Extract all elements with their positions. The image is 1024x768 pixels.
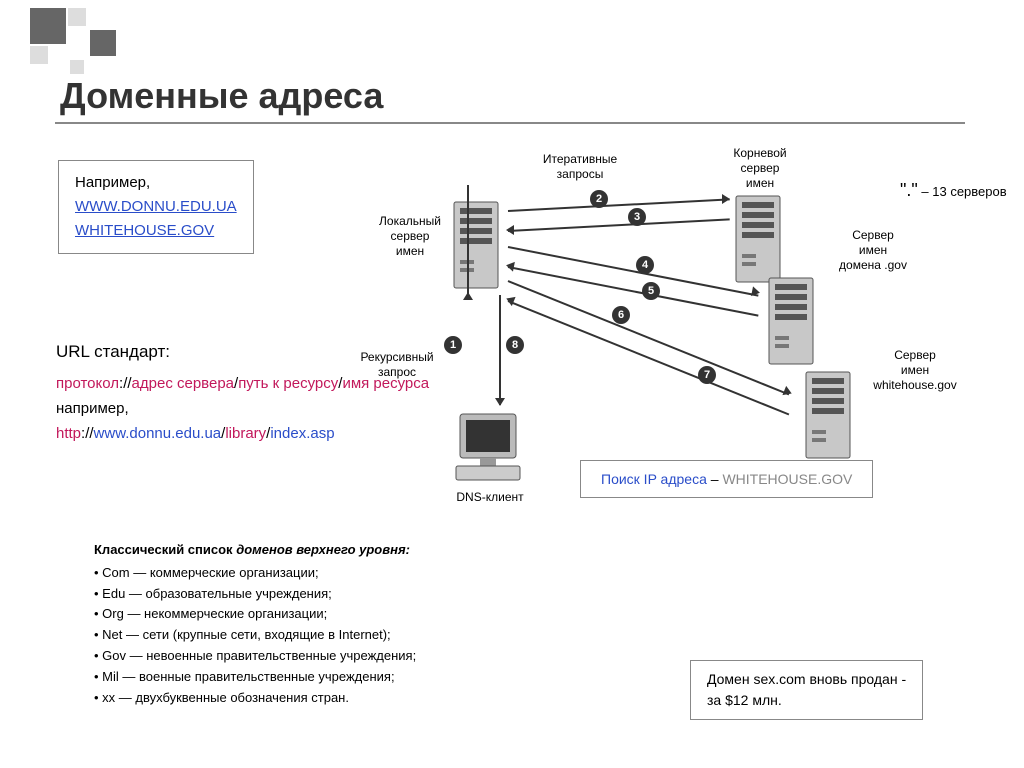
badge-5: 5 — [642, 282, 660, 300]
iterative-label: Итеративные запросы — [530, 152, 630, 182]
domain-sale-box: Домен sex.com вновь продан - за $12 млн. — [690, 660, 923, 720]
url-eg-label: например, — [56, 397, 429, 422]
tld-item: • xx — двухбуквенные обозначения стран. — [94, 688, 416, 709]
sale-line-2: за $12 млн. — [707, 690, 906, 711]
dns-diagram: Локальный сервер имен Итеративные запрос… — [360, 150, 970, 510]
badge-7: 7 — [698, 366, 716, 384]
tld-item: • Com — коммерческие организации; — [94, 563, 416, 584]
example-box: Например, WWW.DONNU.EDU.UA WHITEHOUSE.GO… — [58, 160, 254, 254]
tld-list: Классический список доменов верхнего уро… — [94, 540, 416, 708]
arrow-4 — [508, 246, 759, 297]
example-link-2[interactable]: WHITEHOUSE.GOV — [75, 222, 214, 239]
arrow-7 — [508, 300, 790, 415]
arrow-8 — [499, 295, 501, 405]
example-label: Например, — [75, 171, 237, 195]
badge-3: 3 — [628, 208, 646, 226]
local-server-icon — [450, 200, 502, 290]
corner-decoration — [30, 8, 120, 78]
dns-client-label: DNS-клиент — [450, 490, 530, 505]
tld-item: • Edu — образовательные учреждения; — [94, 584, 416, 605]
root-server-label: Корневой сервер имен — [720, 146, 800, 191]
tld-header: Классический список доменов верхнего уро… — [94, 540, 416, 561]
gov-server-label: Сервер имен домена .gov — [828, 228, 918, 273]
arrow-5 — [508, 266, 759, 317]
url-title: URL стандарт: — [56, 338, 429, 366]
local-server-label: Локальный сервер имен — [370, 214, 450, 259]
badge-8: 8 — [506, 336, 524, 354]
title-underline — [55, 122, 965, 124]
badge-6: 6 — [612, 306, 630, 324]
arrow-1 — [467, 185, 469, 295]
root-server-icon — [732, 194, 784, 284]
url-standard-section: URL стандарт: протокол://адрес сервера/п… — [56, 338, 429, 446]
arrow-3 — [508, 218, 730, 232]
tld-item: • Net — сети (крупные сети, входящие в I… — [94, 625, 416, 646]
tld-item: • Gov — невоенные правительственные учре… — [94, 646, 416, 667]
tld-item: • Org — некоммерческие организации; — [94, 604, 416, 625]
badge-4: 4 — [636, 256, 654, 274]
badge-1: 1 — [444, 336, 462, 354]
tld-item: • Mil — военные правительственные учрежд… — [94, 667, 416, 688]
dns-client-icon — [448, 408, 528, 488]
wh-server-label: Сервер имен whitehouse.gov — [860, 348, 970, 393]
sale-line-1: Домен sex.com вновь продан - — [707, 669, 906, 690]
search-label: Поиск IP адреса — [601, 471, 707, 487]
badge-2: 2 — [590, 190, 608, 208]
gov-server-icon — [765, 276, 817, 366]
search-ip-box: Поиск IP адреса – WHITEHOUSE.GOV — [580, 460, 873, 498]
arrow-2 — [508, 198, 730, 212]
search-domain: WHITEHOUSE.GOV — [722, 471, 852, 487]
page-title: Доменные адреса — [60, 75, 383, 117]
wh-server-icon — [802, 370, 854, 460]
example-link-1[interactable]: WWW.DONNU.EDU.UA — [75, 198, 237, 215]
url-example: http://www.donnu.edu.ua/library/index.as… — [56, 422, 429, 447]
url-pattern: протокол://адрес сервера/путь к ресурсу/… — [56, 372, 429, 397]
